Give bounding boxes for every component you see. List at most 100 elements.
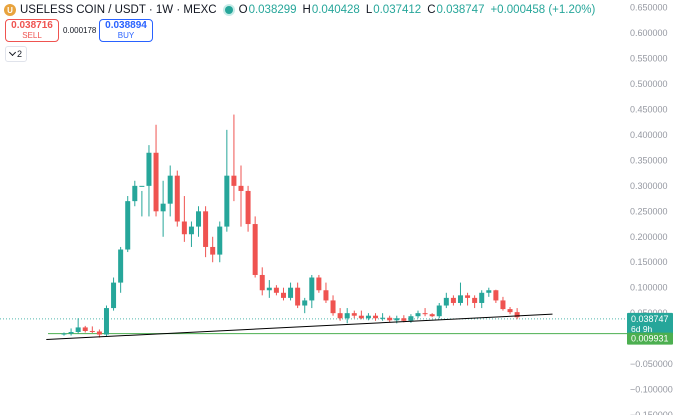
- candle-body: [302, 300, 308, 306]
- candle-body: [436, 305, 442, 317]
- candle-body: [415, 313, 421, 317]
- candle-body: [479, 292, 485, 303]
- candle-body: [507, 309, 513, 313]
- level-price-tag: [627, 332, 673, 345]
- candle-body: [252, 224, 258, 275]
- useless-coin-icon[interactable]: U: [4, 4, 16, 16]
- y-tick-label: 0.600000: [630, 28, 668, 38]
- open-label: O: [238, 4, 248, 16]
- candle-body: [188, 226, 194, 235]
- candle-body: [174, 175, 180, 222]
- candle-body: [167, 175, 173, 204]
- buy-price: 0.038894: [105, 20, 147, 31]
- low-value: 0.037412: [373, 4, 422, 16]
- candle-body: [259, 274, 265, 291]
- candle-body: [288, 287, 294, 298]
- candle-body: [380, 317, 386, 319]
- candle-body: [280, 292, 286, 298]
- candle-body: [210, 246, 216, 255]
- candle-body: [153, 152, 159, 212]
- last-price-tag: [627, 312, 673, 335]
- y-tick-label: 0.650000: [630, 3, 668, 13]
- candle-body: [139, 185, 145, 187]
- candle-body: [486, 290, 492, 293]
- candle-body: [330, 300, 336, 314]
- y-tick-label: −0.100000: [630, 385, 673, 395]
- candle-body: [245, 190, 251, 225]
- sell-button[interactable]: 0.038716 SELL: [5, 19, 59, 42]
- sell-label: SELL: [22, 31, 42, 40]
- level-price-label: 0.009931: [631, 334, 669, 344]
- candle-body: [273, 287, 279, 293]
- candle-body: [82, 327, 88, 331]
- candle-body: [118, 249, 124, 283]
- candle-body: [422, 313, 428, 315]
- candle-body: [465, 295, 471, 298]
- candle-body: [323, 290, 329, 301]
- y-tick-label: 0.550000: [630, 54, 668, 64]
- candle-body: [146, 152, 152, 186]
- candle-body: [344, 313, 350, 319]
- open-value: 0.038299: [248, 4, 297, 16]
- y-tick-label: 0.100000: [630, 283, 668, 293]
- close-value: 0.038747: [436, 4, 485, 16]
- candle-body: [365, 315, 371, 319]
- candle-body: [401, 318, 407, 321]
- spread-value: 0.000178: [63, 26, 97, 35]
- candle-body: [75, 327, 81, 332]
- y-tick-label: 0.300000: [630, 181, 668, 191]
- y-tick-label: −0.050000: [630, 359, 673, 369]
- candle-body: [224, 175, 230, 227]
- candle-body: [387, 317, 393, 321]
- candle-body: [500, 300, 506, 310]
- candle-body: [493, 290, 499, 301]
- candle-body: [103, 308, 109, 335]
- candle-body: [266, 287, 272, 291]
- candle-countdown: 6d 9h: [631, 324, 653, 334]
- candle-body: [337, 313, 343, 319]
- candle-body: [394, 318, 400, 321]
- candle-body: [408, 316, 414, 321]
- candle-body: [132, 185, 138, 202]
- y-tick-label: 0.250000: [630, 206, 668, 216]
- candle-body: [160, 203, 166, 212]
- y-tick-label: 0.500000: [630, 79, 668, 89]
- candle-body: [68, 332, 74, 334]
- candle-body: [217, 226, 223, 255]
- indicators-toggle-button[interactable]: 2: [5, 46, 27, 62]
- candle-body: [181, 221, 187, 235]
- y-tick-label: 0.350000: [630, 155, 668, 165]
- symbol-title[interactable]: USELESS COIN / USDT · 1W · MEXC: [20, 4, 217, 16]
- candle-body: [196, 211, 202, 227]
- buy-label: BUY: [117, 31, 135, 40]
- candle-body: [125, 201, 131, 250]
- candle-body: [443, 297, 449, 306]
- candle-body: [295, 287, 301, 306]
- candle-body: [111, 282, 117, 309]
- candle-body: [203, 211, 209, 247]
- price-change: +0.000458 (+1.20%): [490, 4, 596, 16]
- trendline: [46, 313, 553, 341]
- candle-body: [457, 295, 463, 303]
- y-tick-label: 0.150000: [630, 257, 668, 267]
- close-label: C: [427, 4, 436, 16]
- candle-body: [514, 312, 520, 318]
- candle-body: [358, 315, 364, 319]
- y-tick-label: 0.200000: [630, 232, 668, 242]
- candle-body: [231, 175, 237, 186]
- buy-button[interactable]: 0.038894 BUY: [99, 19, 153, 42]
- chevron-down-icon: [8, 48, 17, 57]
- market-open-status-icon: [224, 6, 233, 14]
- candle-body: [61, 333, 67, 335]
- candle-body: [89, 330, 95, 332]
- candle-body: [373, 315, 379, 319]
- candle-body: [450, 297, 456, 303]
- candle-body: [351, 313, 357, 316]
- sell-price: 0.038716: [11, 20, 53, 31]
- indicator-count: 2: [16, 49, 22, 59]
- y-tick-label: 0.400000: [630, 130, 668, 140]
- high-value: 0.040428: [311, 4, 360, 16]
- candle-body: [238, 185, 244, 191]
- y-tick-label: 0.450000: [630, 104, 668, 114]
